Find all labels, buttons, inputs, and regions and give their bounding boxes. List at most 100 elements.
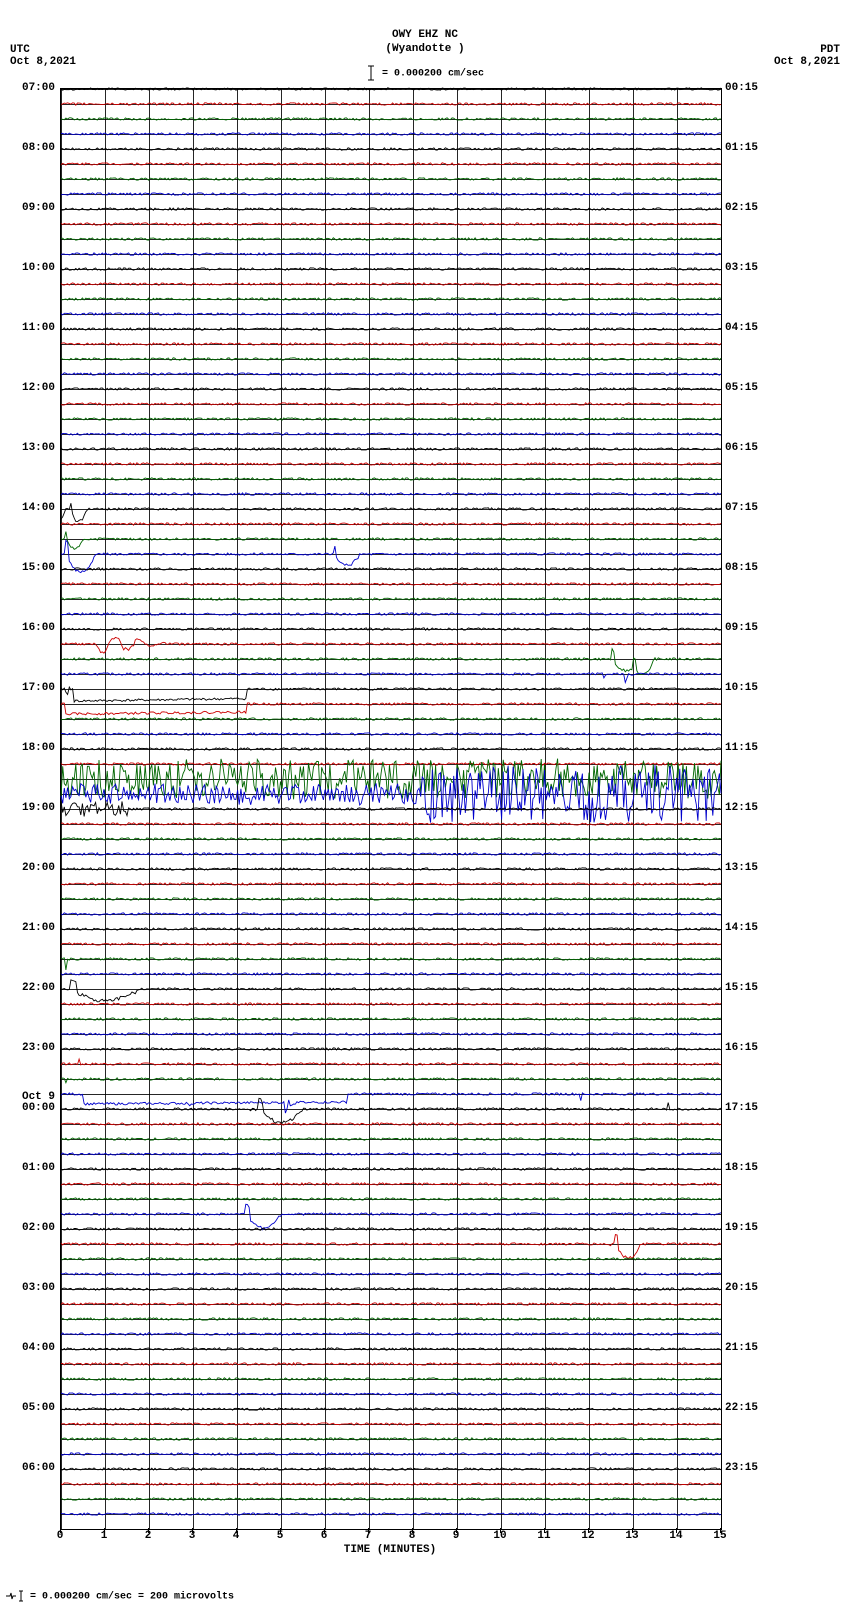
grid-horizontal — [61, 1139, 721, 1140]
grid-horizontal — [61, 1199, 721, 1200]
grid-horizontal — [61, 779, 721, 780]
right-time-label: 03:15 — [725, 263, 758, 274]
left-time-label: 19:00 — [0, 803, 55, 814]
grid-horizontal — [61, 1514, 721, 1515]
left-time-label: 14:00 — [0, 503, 55, 514]
left-time-label: 18:00 — [0, 743, 55, 754]
right-time-label: 19:15 — [725, 1223, 758, 1234]
grid-horizontal — [61, 1019, 721, 1020]
grid-horizontal — [61, 1049, 721, 1050]
grid-horizontal — [61, 629, 721, 630]
grid-horizontal — [61, 944, 721, 945]
grid-horizontal — [61, 1184, 721, 1185]
left-time-label: 01:00 — [0, 1163, 55, 1174]
grid-horizontal — [61, 359, 721, 360]
right-time-label: 06:15 — [725, 443, 758, 454]
grid-horizontal — [61, 1379, 721, 1380]
grid-horizontal — [61, 1214, 721, 1215]
seismogram-container: OWY EHZ NC (Wyandotte ) = 0.000200 cm/se… — [0, 0, 850, 1613]
grid-horizontal — [61, 749, 721, 750]
grid-vertical — [721, 89, 722, 1529]
x-tick-label: 2 — [145, 1530, 152, 1542]
grid-horizontal — [61, 194, 721, 195]
x-tick-label: 12 — [581, 1530, 594, 1542]
left-time-label: 20:00 — [0, 863, 55, 874]
left-time-label: 02:00 — [0, 1223, 55, 1234]
grid-horizontal — [61, 599, 721, 600]
right-time-label: 22:15 — [725, 1403, 758, 1414]
grid-horizontal — [61, 1274, 721, 1275]
right-time-label: 20:15 — [725, 1283, 758, 1294]
station-code: OWY EHZ NC — [0, 28, 850, 42]
grid-horizontal — [61, 929, 721, 930]
grid-horizontal — [61, 479, 721, 480]
left-time-label: 10:00 — [0, 263, 55, 274]
left-time-label: 23:00 — [0, 1043, 55, 1054]
left-time-label: 09:00 — [0, 203, 55, 214]
right-time-label: 12:15 — [725, 803, 758, 814]
grid-horizontal — [61, 1529, 721, 1530]
grid-horizontal — [61, 419, 721, 420]
grid-horizontal — [61, 209, 721, 210]
seismogram-plot — [60, 88, 722, 1530]
grid-horizontal — [61, 464, 721, 465]
x-axis-title: TIME (MINUTES) — [0, 1544, 780, 1556]
grid-horizontal — [61, 719, 721, 720]
left-time-label: 05:00 — [0, 1403, 55, 1414]
left-timezone: UTC Oct 8,2021 — [10, 44, 76, 68]
grid-horizontal — [61, 449, 721, 450]
left-tz-date: Oct 8,2021 — [10, 56, 76, 68]
grid-horizontal — [61, 554, 721, 555]
left-time-label: 06:00 — [0, 1463, 55, 1474]
grid-horizontal — [61, 509, 721, 510]
left-time-label: Oct 900:00 — [0, 1092, 55, 1114]
grid-horizontal — [61, 899, 721, 900]
left-time-label: 07:00 — [0, 83, 55, 94]
grid-horizontal — [61, 1064, 721, 1065]
grid-horizontal — [61, 179, 721, 180]
x-tick-label: 6 — [321, 1530, 328, 1542]
footer-scale-text: = 0.000200 cm/sec = 200 microvolts — [30, 1592, 234, 1603]
grid-horizontal — [61, 1004, 721, 1005]
x-tick-label: 4 — [233, 1530, 240, 1542]
grid-horizontal — [61, 1034, 721, 1035]
chart-header: OWY EHZ NC (Wyandotte ) — [0, 28, 850, 56]
grid-horizontal — [61, 269, 721, 270]
grid-horizontal — [61, 404, 721, 405]
right-time-label: 01:15 — [725, 143, 758, 154]
grid-horizontal — [61, 674, 721, 675]
right-tz-label: PDT — [774, 44, 840, 56]
right-time-label: 00:15 — [725, 83, 758, 94]
right-time-label: 11:15 — [725, 743, 758, 754]
grid-horizontal — [61, 1079, 721, 1080]
right-time-label: 21:15 — [725, 1343, 758, 1354]
left-time-label: 15:00 — [0, 563, 55, 574]
grid-horizontal — [61, 1154, 721, 1155]
grid-horizontal — [61, 734, 721, 735]
grid-horizontal — [61, 689, 721, 690]
grid-horizontal — [61, 809, 721, 810]
right-time-label: 14:15 — [725, 923, 758, 934]
right-time-label: 02:15 — [725, 203, 758, 214]
right-time-label: 05:15 — [725, 383, 758, 394]
grid-horizontal — [61, 1409, 721, 1410]
grid-horizontal — [61, 614, 721, 615]
left-time-label: 04:00 — [0, 1343, 55, 1354]
x-tick-label: 10 — [493, 1530, 506, 1542]
grid-horizontal — [61, 1499, 721, 1500]
left-tz-label: UTC — [10, 44, 76, 56]
right-tz-date: Oct 8,2021 — [774, 56, 840, 68]
right-time-label: 09:15 — [725, 623, 758, 634]
grid-horizontal — [61, 254, 721, 255]
x-tick-label: 8 — [409, 1530, 416, 1542]
grid-horizontal — [61, 584, 721, 585]
grid-horizontal — [61, 989, 721, 990]
x-tick-label: 14 — [669, 1530, 682, 1542]
grid-horizontal — [61, 299, 721, 300]
right-timezone: PDT Oct 8,2021 — [774, 44, 840, 68]
right-time-label: 18:15 — [725, 1163, 758, 1174]
grid-horizontal — [61, 914, 721, 915]
grid-horizontal — [61, 164, 721, 165]
grid-horizontal — [61, 344, 721, 345]
right-time-label: 04:15 — [725, 323, 758, 334]
